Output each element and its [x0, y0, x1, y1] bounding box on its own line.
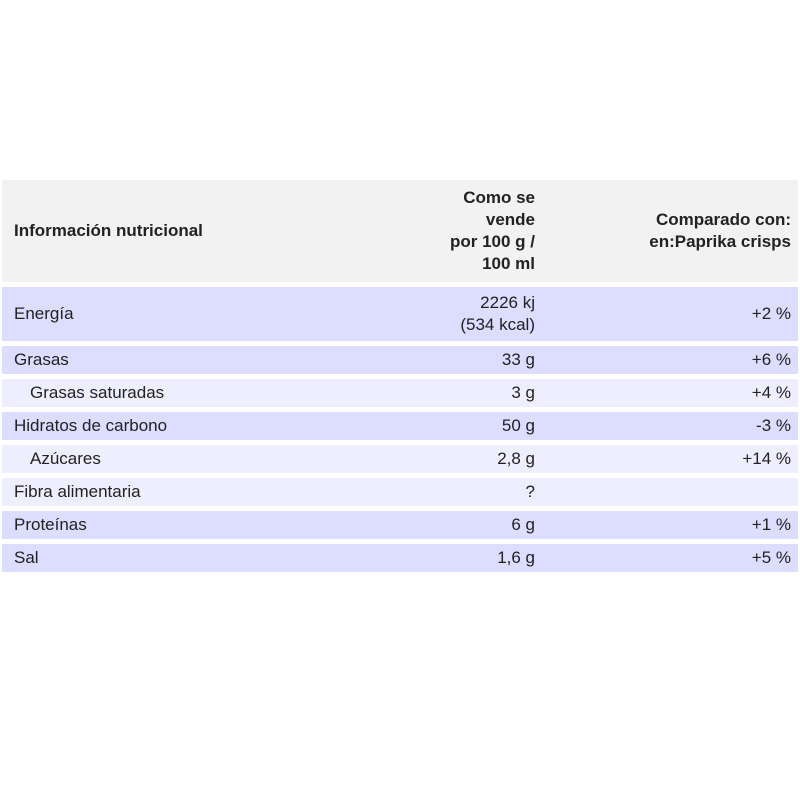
nutrient-value-kj: 2226 kj	[480, 293, 535, 312]
nutrient-compare: +14 %	[542, 445, 798, 473]
table-header-row: Información nutricional Como se vende po…	[2, 180, 798, 282]
header-per-100g-line: vende	[485, 210, 535, 229]
nutrition-table: Información nutricional Como se vende po…	[2, 175, 798, 577]
table-row-proteinas: Proteínas 6 g +1 %	[2, 511, 798, 539]
header-compared-with: Comparado con: en:Paprika crisps	[542, 180, 798, 282]
nutrient-compare	[542, 478, 798, 506]
table-row-hidratos: Hidratos de carbono 50 g -3 %	[2, 412, 798, 440]
nutrient-compare: +1 %	[542, 511, 798, 539]
nutrient-compare: +5 %	[542, 544, 798, 572]
nutrient-value: 2,8 g	[422, 445, 542, 473]
nutrition-table-container: Información nutricional Como se vende po…	[2, 180, 798, 577]
nutrient-value: 3 g	[422, 379, 542, 407]
nutrient-name: Grasas	[2, 346, 422, 374]
nutrient-name: Sal	[2, 544, 422, 572]
nutrient-name: Azúcares	[2, 445, 422, 473]
table-row-energia: Energía 2226 kj (534 kcal) +2 %	[2, 287, 798, 341]
nutrient-name: Energía	[2, 287, 422, 341]
header-per-100g-line: Como se	[463, 188, 535, 207]
nutrient-name: Fibra alimentaria	[2, 478, 422, 506]
nutrient-value: 1,6 g	[422, 544, 542, 572]
nutrient-compare: +6 %	[542, 346, 798, 374]
nutrient-name: Proteínas	[2, 511, 422, 539]
nutrient-value: 6 g	[422, 511, 542, 539]
header-compared-line: Comparado con:	[655, 210, 791, 229]
header-nutrition-info: Información nutricional	[2, 180, 422, 282]
nutrient-name: Hidratos de carbono	[2, 412, 422, 440]
header-per-100g-line: 100 ml	[482, 254, 535, 273]
nutrient-compare: -3 %	[542, 412, 798, 440]
table-row-grasas: Grasas 33 g +6 %	[2, 346, 798, 374]
nutrient-value: ?	[422, 478, 542, 506]
table-row-azucares: Azúcares 2,8 g +14 %	[2, 445, 798, 473]
header-per-100g: Como se vende por 100 g / 100 ml	[422, 180, 542, 282]
nutrient-value-kcal: (534 kcal)	[460, 315, 535, 334]
table-row-grasas-saturadas: Grasas saturadas 3 g +4 %	[2, 379, 798, 407]
nutrient-compare: +4 %	[542, 379, 798, 407]
nutrient-value: 33 g	[422, 346, 542, 374]
nutrient-name: Grasas saturadas	[2, 379, 422, 407]
header-per-100g-line: por 100 g /	[449, 232, 535, 251]
nutrient-compare: +2 %	[542, 287, 798, 341]
table-row-sal: Sal 1,6 g +5 %	[2, 544, 798, 572]
nutrient-value: 50 g	[422, 412, 542, 440]
table-row-fibra: Fibra alimentaria ?	[2, 478, 798, 506]
header-compared-line: en:Paprika crisps	[649, 232, 791, 251]
nutrient-value: 2226 kj (534 kcal)	[422, 287, 542, 341]
